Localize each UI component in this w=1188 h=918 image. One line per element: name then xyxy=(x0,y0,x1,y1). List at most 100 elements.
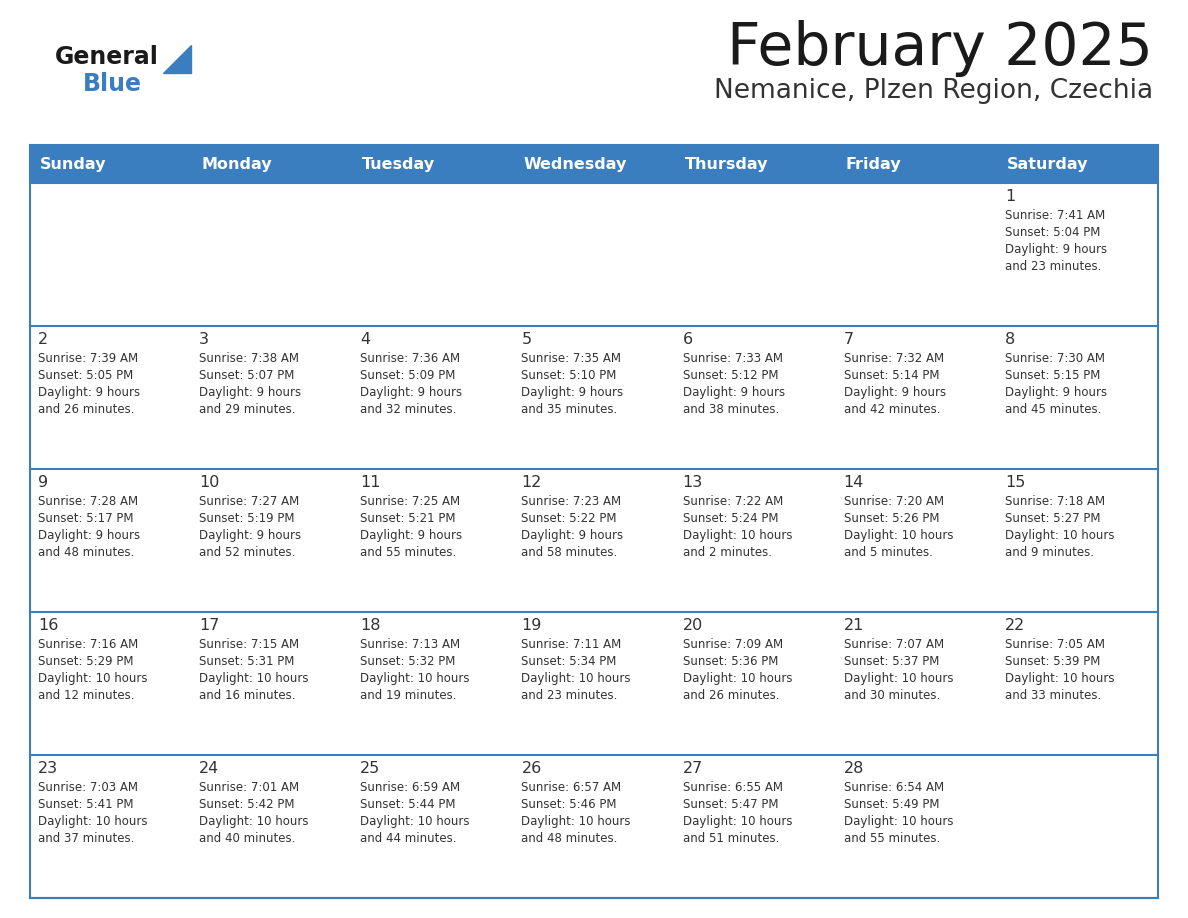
Text: Sunrise: 7:20 AM: Sunrise: 7:20 AM xyxy=(843,495,943,508)
Text: Sunset: 5:04 PM: Sunset: 5:04 PM xyxy=(1005,226,1100,239)
Text: and 33 minutes.: and 33 minutes. xyxy=(1005,689,1101,702)
Bar xyxy=(353,755,513,898)
Text: and 48 minutes.: and 48 minutes. xyxy=(522,832,618,845)
Text: Daylight: 10 hours: Daylight: 10 hours xyxy=(522,672,631,685)
Text: Sunset: 5:22 PM: Sunset: 5:22 PM xyxy=(522,512,617,525)
Text: General: General xyxy=(55,45,159,69)
Bar xyxy=(675,755,835,898)
Text: and 5 minutes.: and 5 minutes. xyxy=(843,546,933,559)
Text: 11: 11 xyxy=(360,475,381,490)
Text: Daylight: 9 hours: Daylight: 9 hours xyxy=(843,386,946,399)
Text: Daylight: 10 hours: Daylight: 10 hours xyxy=(38,815,147,828)
Text: Daylight: 10 hours: Daylight: 10 hours xyxy=(683,672,792,685)
Bar xyxy=(30,469,191,612)
Text: Daylight: 9 hours: Daylight: 9 hours xyxy=(200,529,302,542)
Text: Sunrise: 7:33 AM: Sunrise: 7:33 AM xyxy=(683,352,783,365)
Text: Sunset: 5:32 PM: Sunset: 5:32 PM xyxy=(360,655,456,668)
Bar xyxy=(675,145,835,183)
Text: Daylight: 10 hours: Daylight: 10 hours xyxy=(200,672,309,685)
Bar xyxy=(191,326,353,469)
Text: Sunrise: 7:16 AM: Sunrise: 7:16 AM xyxy=(38,638,138,651)
Text: Sunrise: 7:30 AM: Sunrise: 7:30 AM xyxy=(1005,352,1105,365)
Text: Sunday: Sunday xyxy=(40,156,107,172)
Text: Daylight: 9 hours: Daylight: 9 hours xyxy=(38,529,140,542)
Text: Monday: Monday xyxy=(201,156,272,172)
Bar xyxy=(30,183,191,326)
Text: Sunrise: 7:15 AM: Sunrise: 7:15 AM xyxy=(200,638,299,651)
Text: and 9 minutes.: and 9 minutes. xyxy=(1005,546,1094,559)
Text: Daylight: 9 hours: Daylight: 9 hours xyxy=(1005,243,1107,256)
Text: Sunset: 5:21 PM: Sunset: 5:21 PM xyxy=(360,512,456,525)
Text: and 38 minutes.: and 38 minutes. xyxy=(683,403,779,416)
Text: Sunset: 5:49 PM: Sunset: 5:49 PM xyxy=(843,798,940,811)
Bar xyxy=(835,183,997,326)
Text: Daylight: 10 hours: Daylight: 10 hours xyxy=(200,815,309,828)
Text: Sunset: 5:34 PM: Sunset: 5:34 PM xyxy=(522,655,617,668)
Bar xyxy=(997,326,1158,469)
Text: Daylight: 9 hours: Daylight: 9 hours xyxy=(1005,386,1107,399)
Bar xyxy=(835,326,997,469)
Bar xyxy=(191,612,353,755)
Bar xyxy=(675,326,835,469)
Text: Sunset: 5:26 PM: Sunset: 5:26 PM xyxy=(843,512,940,525)
Text: and 19 minutes.: and 19 minutes. xyxy=(360,689,456,702)
Text: Sunrise: 6:59 AM: Sunrise: 6:59 AM xyxy=(360,781,461,794)
Text: Sunrise: 7:13 AM: Sunrise: 7:13 AM xyxy=(360,638,461,651)
Text: 1: 1 xyxy=(1005,189,1015,204)
Text: Sunset: 5:36 PM: Sunset: 5:36 PM xyxy=(683,655,778,668)
Bar xyxy=(835,755,997,898)
Text: Sunset: 5:27 PM: Sunset: 5:27 PM xyxy=(1005,512,1100,525)
Text: and 55 minutes.: and 55 minutes. xyxy=(843,832,940,845)
Text: Sunrise: 6:57 AM: Sunrise: 6:57 AM xyxy=(522,781,621,794)
Text: Daylight: 10 hours: Daylight: 10 hours xyxy=(683,529,792,542)
Text: Sunrise: 7:22 AM: Sunrise: 7:22 AM xyxy=(683,495,783,508)
Text: 7: 7 xyxy=(843,332,854,347)
Bar xyxy=(353,145,513,183)
Text: Sunrise: 7:01 AM: Sunrise: 7:01 AM xyxy=(200,781,299,794)
Bar xyxy=(30,326,191,469)
Text: Sunrise: 7:28 AM: Sunrise: 7:28 AM xyxy=(38,495,138,508)
Text: Daylight: 10 hours: Daylight: 10 hours xyxy=(1005,672,1114,685)
Bar xyxy=(513,755,675,898)
Bar xyxy=(997,755,1158,898)
Text: Sunset: 5:05 PM: Sunset: 5:05 PM xyxy=(38,369,133,382)
Bar xyxy=(353,326,513,469)
Text: Sunrise: 6:55 AM: Sunrise: 6:55 AM xyxy=(683,781,783,794)
Text: and 58 minutes.: and 58 minutes. xyxy=(522,546,618,559)
Text: Nemanice, Plzen Region, Czechia: Nemanice, Plzen Region, Czechia xyxy=(714,78,1154,104)
Text: Daylight: 10 hours: Daylight: 10 hours xyxy=(843,529,953,542)
Bar xyxy=(30,145,191,183)
Text: Sunrise: 7:41 AM: Sunrise: 7:41 AM xyxy=(1005,209,1105,222)
Text: 23: 23 xyxy=(38,761,58,776)
Text: Sunrise: 7:03 AM: Sunrise: 7:03 AM xyxy=(38,781,138,794)
Bar xyxy=(997,183,1158,326)
Text: Daylight: 9 hours: Daylight: 9 hours xyxy=(522,529,624,542)
Bar xyxy=(997,469,1158,612)
Text: Sunrise: 7:23 AM: Sunrise: 7:23 AM xyxy=(522,495,621,508)
Text: 21: 21 xyxy=(843,618,864,633)
Text: Saturday: Saturday xyxy=(1007,156,1088,172)
Text: February 2025: February 2025 xyxy=(727,20,1154,77)
Text: Daylight: 10 hours: Daylight: 10 hours xyxy=(843,672,953,685)
Text: 12: 12 xyxy=(522,475,542,490)
Text: Sunrise: 7:27 AM: Sunrise: 7:27 AM xyxy=(200,495,299,508)
Bar xyxy=(353,183,513,326)
Text: and 23 minutes.: and 23 minutes. xyxy=(1005,260,1101,273)
Text: Daylight: 9 hours: Daylight: 9 hours xyxy=(360,386,462,399)
Text: Sunrise: 7:35 AM: Sunrise: 7:35 AM xyxy=(522,352,621,365)
Bar xyxy=(513,145,675,183)
Text: and 12 minutes.: and 12 minutes. xyxy=(38,689,134,702)
Text: Sunset: 5:46 PM: Sunset: 5:46 PM xyxy=(522,798,617,811)
Text: Sunrise: 6:54 AM: Sunrise: 6:54 AM xyxy=(843,781,943,794)
Text: Daylight: 10 hours: Daylight: 10 hours xyxy=(1005,529,1114,542)
Text: Sunset: 5:09 PM: Sunset: 5:09 PM xyxy=(360,369,456,382)
Text: 19: 19 xyxy=(522,618,542,633)
Bar xyxy=(513,183,675,326)
Text: 16: 16 xyxy=(38,618,58,633)
Text: Daylight: 9 hours: Daylight: 9 hours xyxy=(683,386,785,399)
Text: 8: 8 xyxy=(1005,332,1015,347)
Text: and 52 minutes.: and 52 minutes. xyxy=(200,546,296,559)
Text: Sunset: 5:47 PM: Sunset: 5:47 PM xyxy=(683,798,778,811)
Bar xyxy=(30,145,1158,898)
Text: 26: 26 xyxy=(522,761,542,776)
